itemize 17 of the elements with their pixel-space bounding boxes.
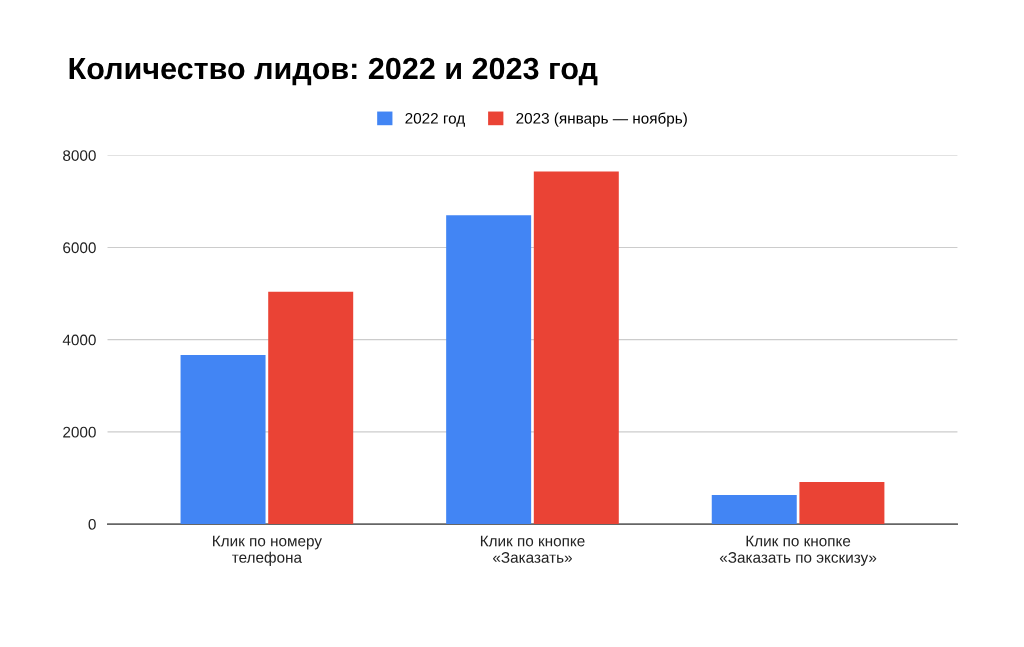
bar <box>799 482 885 525</box>
bar <box>446 215 532 525</box>
bar <box>533 171 619 525</box>
bar <box>268 291 354 525</box>
x-tick-label: Клик по номеру телефона <box>213 535 322 566</box>
y-tick-label: 0 <box>88 518 96 530</box>
chart-title: Количество лидов: 2022 и 2023 год <box>69 57 598 86</box>
y-tick-label: 8000 <box>63 150 96 161</box>
legend-label: 2023 (январь — ноябрь) <box>516 112 687 127</box>
legend-label: 2022 год <box>405 112 465 127</box>
y-tick-label: 6000 <box>63 242 96 254</box>
y-tick-label: 2000 <box>63 426 96 438</box>
x-tick-label: Клик по кнопке «Заказать по экскизу» <box>719 535 877 566</box>
x-tick-label: Клик по кнопке «Заказать» <box>480 535 585 563</box>
bar <box>180 354 266 525</box>
bar <box>711 495 797 525</box>
y-tick-label: 4000 <box>62 334 96 346</box>
